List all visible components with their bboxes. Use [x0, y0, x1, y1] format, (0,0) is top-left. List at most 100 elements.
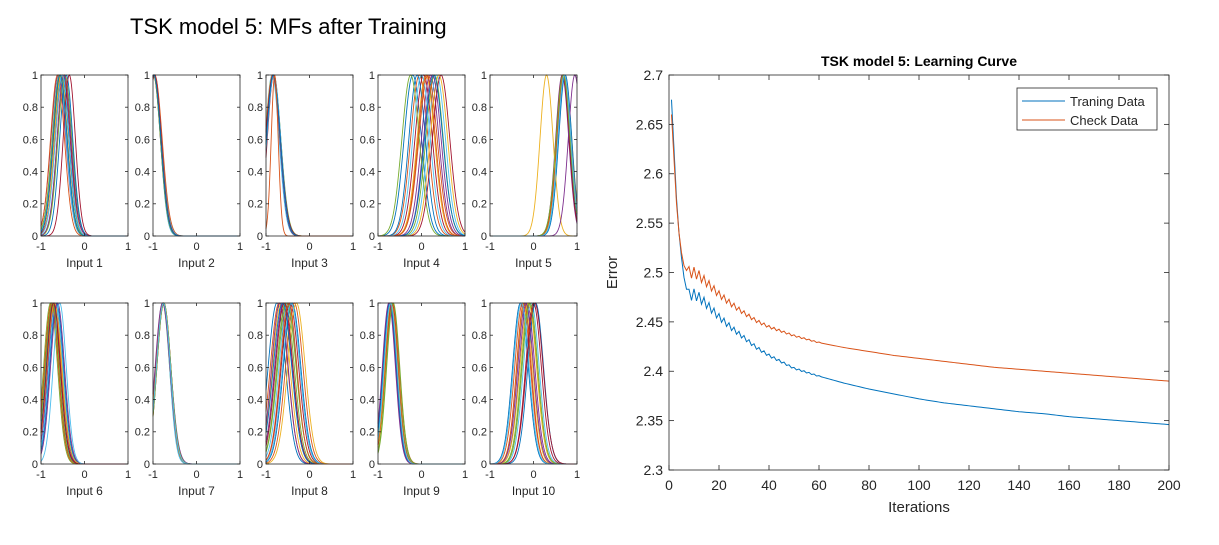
- y-tick-label-0-3: 0.6: [23, 134, 38, 146]
- x-tick-label-4-1: 0: [530, 241, 536, 253]
- plot-area-8: [378, 303, 465, 464]
- x-tick-label-4-2: 1: [574, 241, 580, 253]
- y-tick-label-6-5: 1: [144, 298, 150, 310]
- y-tick-label-6-0: 0: [144, 459, 150, 471]
- x-tick-label-5-2: 1: [125, 469, 131, 481]
- x-axis-label-6: Input 7: [178, 484, 215, 498]
- y-tick-label-9-3: 0.6: [472, 362, 487, 374]
- y-tick-label-3-2: 0.4: [360, 166, 375, 178]
- y-tick-label-5-0: 0: [32, 459, 38, 471]
- x-axis-label-10: Iterations: [888, 499, 950, 516]
- y-tick-label-6-4: 0.8: [135, 330, 150, 342]
- plot-area-10: [669, 75, 1169, 470]
- x-tick-label-3-1: 0: [418, 241, 424, 253]
- y-tick-label-0-4: 0.8: [23, 102, 38, 114]
- x-tick-label-10-6: 120: [957, 477, 981, 493]
- y-tick-label-7-1: 0.2: [248, 427, 263, 439]
- y-tick-label-8-4: 0.8: [360, 330, 375, 342]
- y-tick-label-1-5: 1: [144, 70, 150, 82]
- y-tick-label-5-3: 0.6: [23, 362, 38, 374]
- x-tick-label-10-2: 40: [761, 477, 777, 493]
- y-tick-label-8-0: 0: [369, 459, 375, 471]
- y-tick-label-0-1: 0.2: [23, 199, 38, 211]
- x-tick-label-0-0: -1: [36, 241, 46, 253]
- x-axis-label-2: Input 3: [291, 256, 328, 270]
- x-tick-label-0-1: 0: [81, 241, 87, 253]
- y-tick-label-7-3: 0.6: [248, 362, 263, 374]
- y-tick-label-10-4: 2.5: [644, 264, 664, 280]
- chart-title-10: TSK model 5: Learning Curve: [821, 53, 1017, 69]
- y-tick-label-9-5: 1: [481, 298, 487, 310]
- x-tick-label-1-0: -1: [148, 241, 158, 253]
- x-tick-label-2-2: 1: [350, 241, 356, 253]
- x-tick-label-7-1: 0: [306, 469, 312, 481]
- y-tick-label-9-1: 0.2: [472, 427, 487, 439]
- x-tick-label-10-1: 20: [711, 477, 727, 493]
- x-tick-label-5-1: 0: [81, 469, 87, 481]
- y-tick-label-2-3: 0.6: [248, 134, 263, 146]
- y-tick-label-8-1: 0.2: [360, 427, 375, 439]
- y-tick-label-1-3: 0.6: [135, 134, 150, 146]
- x-tick-label-1-1: 0: [193, 241, 199, 253]
- legend-label-1: Check Data: [1070, 113, 1139, 128]
- y-tick-label-3-1: 0.2: [360, 199, 375, 211]
- y-axis-label-10: Error: [604, 256, 621, 289]
- x-axis-label-8: Input 9: [403, 484, 440, 498]
- y-tick-label-4-5: 1: [481, 70, 487, 82]
- legend-label-0: Traning Data: [1070, 94, 1145, 109]
- y-tick-label-2-4: 0.8: [248, 102, 263, 114]
- x-tick-label-7-2: 1: [350, 469, 356, 481]
- y-tick-label-4-4: 0.8: [472, 102, 487, 114]
- x-tick-label-4-0: -1: [485, 241, 495, 253]
- y-tick-label-9-2: 0.4: [472, 394, 487, 406]
- x-tick-label-9-0: -1: [485, 469, 495, 481]
- y-tick-label-3-3: 0.6: [360, 134, 375, 146]
- x-tick-label-10-7: 140: [1007, 477, 1031, 493]
- y-tick-label-6-1: 0.2: [135, 427, 150, 439]
- x-tick-label-9-2: 1: [574, 469, 580, 481]
- y-tick-label-5-1: 0.2: [23, 427, 38, 439]
- y-tick-label-9-0: 0: [481, 459, 487, 471]
- y-tick-label-5-4: 0.8: [23, 330, 38, 342]
- y-tick-label-2-5: 1: [257, 70, 263, 82]
- x-tick-label-6-1: 0: [193, 469, 199, 481]
- x-axis-label-7: Input 8: [291, 484, 328, 498]
- y-tick-label-1-4: 0.8: [135, 102, 150, 114]
- y-tick-label-3-5: 1: [369, 70, 375, 82]
- y-tick-label-10-1: 2.35: [636, 413, 663, 429]
- y-tick-label-4-1: 0.2: [472, 199, 487, 211]
- x-tick-label-9-1: 0: [530, 469, 536, 481]
- y-tick-label-3-0: 0: [369, 231, 375, 243]
- x-tick-label-10-4: 80: [861, 477, 877, 493]
- y-tick-label-10-2: 2.4: [644, 363, 664, 379]
- x-tick-label-10-9: 180: [1107, 477, 1131, 493]
- y-tick-label-2-1: 0.2: [248, 199, 263, 211]
- legend-box: [1016, 87, 1158, 131]
- y-tick-label-6-3: 0.6: [135, 362, 150, 374]
- y-tick-label-5-2: 0.4: [23, 394, 38, 406]
- x-tick-label-8-2: 1: [462, 469, 468, 481]
- x-tick-label-10-0: 0: [665, 477, 673, 493]
- x-tick-label-8-0: -1: [373, 469, 383, 481]
- y-tick-label-10-7: 2.65: [636, 116, 663, 132]
- x-tick-label-1-2: 1: [237, 241, 243, 253]
- x-axis-label-5: Input 6: [66, 484, 103, 498]
- y-tick-label-0-2: 0.4: [23, 166, 38, 178]
- y-tick-label-3-4: 0.8: [360, 102, 375, 114]
- x-axis-label-9: Input 10: [512, 484, 556, 498]
- y-tick-label-0-0: 0: [32, 231, 38, 243]
- y-tick-label-0-5: 1: [32, 70, 38, 82]
- plot-area-1: [153, 75, 240, 236]
- x-tick-label-2-0: -1: [261, 241, 271, 253]
- x-axis-label-0: Input 1: [66, 256, 103, 270]
- y-tick-label-8-5: 1: [369, 298, 375, 310]
- x-tick-label-0-2: 1: [125, 241, 131, 253]
- x-tick-label-2-1: 0: [306, 241, 312, 253]
- y-tick-label-7-0: 0: [257, 459, 263, 471]
- y-tick-label-10-5: 2.55: [636, 215, 663, 231]
- y-tick-label-2-0: 0: [257, 231, 263, 243]
- x-tick-label-6-2: 1: [237, 469, 243, 481]
- x-axis-label-3: Input 4: [403, 256, 440, 270]
- x-axis-label-1: Input 2: [178, 256, 215, 270]
